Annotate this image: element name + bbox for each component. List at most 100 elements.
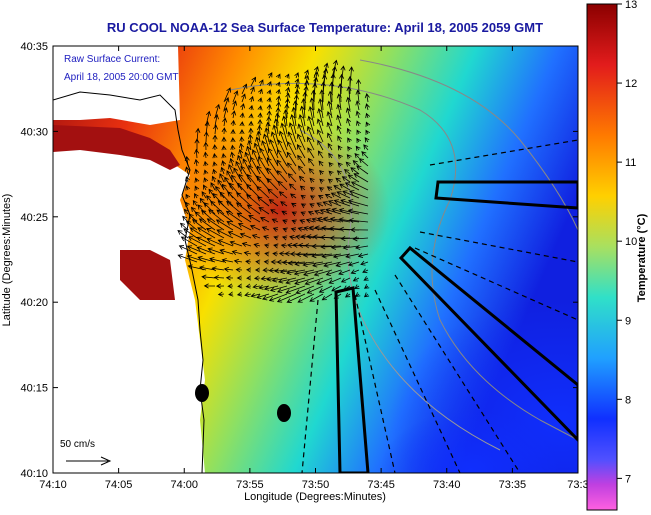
current-vector-arrow (304, 277, 324, 286)
current-vector-arrow (189, 227, 207, 239)
current-vector-arrow (230, 128, 236, 135)
current-vector-arrow (248, 113, 254, 119)
current-vector-arrow (198, 218, 216, 231)
marker-dot (277, 404, 291, 422)
current-vector-arrow (248, 104, 254, 111)
current-vector-arrow (327, 178, 334, 184)
current-vector-arrow (236, 291, 243, 297)
current-vector-arrow (275, 106, 281, 119)
current-vector-arrow (216, 229, 234, 239)
current-vector-arrow (302, 261, 324, 268)
current-vector-arrow (328, 170, 334, 176)
current-vector-arrow (326, 111, 333, 127)
current-vector-arrow (183, 228, 198, 239)
current-vector-arrow (336, 191, 351, 199)
current-vector-arrow (304, 74, 310, 87)
current-vector-arrow (188, 213, 198, 223)
current-vector-arrow (270, 209, 279, 215)
current-vector-arrow (321, 293, 333, 301)
current-vector-arrow (276, 293, 297, 303)
current-vector-arrow (261, 226, 270, 232)
current-vector-arrow (263, 235, 270, 240)
current-vector-arrow (323, 261, 342, 268)
current-vector-arrow (203, 169, 209, 175)
current-vector-arrow (352, 276, 360, 282)
x-axis-label: Longitude (Degrees:Minutes) (244, 491, 386, 503)
current-vector-arrow (313, 269, 333, 277)
current-vector-arrow (347, 199, 369, 207)
current-vector-arrow (338, 207, 360, 215)
current-vector-arrow (300, 194, 306, 200)
x-axis-ticks: 74:10 74:05 74:00 73:55 73:50 73:45 73:40 73:35… (39, 46, 589, 491)
current-vector-arrow (335, 177, 342, 183)
nearshore-warm-water (53, 125, 180, 170)
current-vector-arrow (266, 157, 279, 175)
current-vector-arrow (299, 105, 306, 127)
current-vector-arrow (336, 170, 342, 176)
current-vector-arrow (295, 285, 315, 295)
current-vector-arrow (273, 243, 279, 249)
current-vector-arrow (286, 293, 306, 303)
current-vector-arrow (340, 235, 360, 242)
current-vector-arrow (194, 177, 200, 183)
current-vector-arrow (221, 153, 227, 159)
current-vector-arrow (307, 210, 315, 216)
current-vector-arrow (184, 166, 190, 175)
current-vector-arrow (287, 162, 297, 175)
x-tick-label: 73:40 (433, 479, 461, 491)
colorbar-label: Temperature (°C) (636, 213, 648, 302)
current-vector-arrow (291, 219, 297, 225)
current-vector-arrow (201, 274, 216, 280)
figure-title: RU COOL NOAA-12 Sea Surface Temperature:… (107, 20, 543, 35)
current-vector-arrow (363, 276, 369, 281)
current-vector-arrow (254, 251, 261, 257)
current-vector-arrow (288, 122, 297, 143)
current-vector-arrow (185, 176, 190, 183)
current-vector-arrow (236, 275, 243, 281)
current-vector-arrow (308, 106, 315, 127)
current-vector-arrow (311, 253, 333, 259)
current-vector-arrow (287, 131, 297, 151)
current-vector-arrow (350, 269, 360, 275)
current-vector-arrow (346, 154, 352, 160)
current-vector-arrow (328, 162, 334, 168)
current-vector-arrow (365, 121, 371, 127)
current-vector-arrow (339, 183, 351, 191)
current-vector-arrow (275, 81, 281, 87)
current-vector-arrow (284, 103, 290, 119)
current-vector-arrow (258, 79, 264, 87)
current-vector-arrow (192, 200, 198, 207)
current-vector-arrow (275, 73, 281, 79)
current-vector-arrow (240, 103, 246, 111)
current-vector-arrow (226, 200, 243, 215)
colorbar (586, 3, 618, 511)
current-vector-arrow (211, 175, 217, 183)
current-vector-arrow (281, 115, 288, 135)
current-vector-arrow (329, 235, 351, 241)
current-vector-arrow (258, 88, 263, 95)
current-vector-arrow (194, 211, 207, 223)
current-vector-arrow (298, 175, 306, 183)
current-vector-arrow (309, 293, 324, 302)
current-vector-arrow (309, 177, 315, 183)
current-vector-arrow (311, 217, 324, 223)
current-vector-arrow (345, 253, 360, 259)
current-vector-arrow (213, 275, 225, 281)
current-vector-arrow (217, 239, 234, 247)
current-vector-arrow (259, 147, 270, 167)
current-vector-arrow (270, 131, 279, 151)
current-vector-arrow (196, 236, 216, 247)
current-vector-arrow (219, 248, 234, 255)
legend-line-2: April 18, 2005 20:00 GMT (64, 72, 179, 83)
current-vector-arrow (352, 236, 369, 242)
current-vector-arrow (197, 255, 216, 263)
current-vector-arrow (237, 223, 252, 231)
colorbar-tick-label: 8 (625, 394, 631, 406)
current-vector-arrow (238, 148, 244, 159)
current-vector-arrow (227, 231, 243, 239)
current-vector-arrow (281, 235, 288, 241)
current-vector-arrow (303, 269, 324, 277)
current-vector-arrow (345, 107, 351, 119)
current-vector-arrow (346, 127, 352, 135)
current-vector-arrow (285, 285, 306, 294)
